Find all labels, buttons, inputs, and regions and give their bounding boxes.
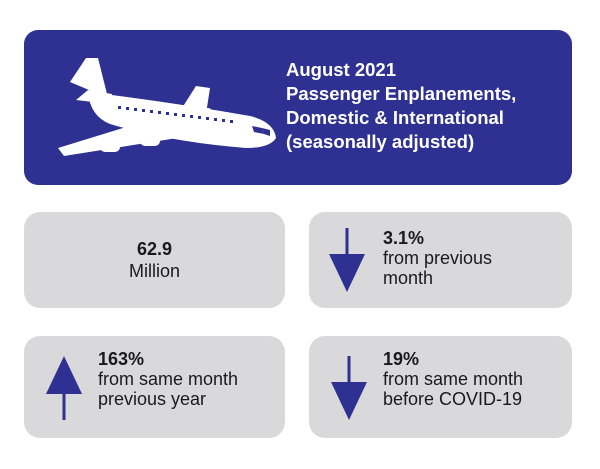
total-unit: Million <box>128 261 180 281</box>
title-line-1: August 2021 <box>286 59 397 80</box>
arrow-down-icon <box>329 228 365 292</box>
header-banner: August 2021 Passenger Enplanements, Dome… <box>24 30 572 185</box>
yearly-value: 163% <box>98 349 145 369</box>
yearly-line-2: previous year <box>98 389 207 409</box>
title-line-2: Passenger Enplanements, <box>286 83 517 104</box>
arrow-up-icon <box>46 356 82 420</box>
monthly-line-2: month <box>383 268 434 288</box>
arrow-down-icon <box>331 356 367 420</box>
title-line-3: Domestic & International <box>286 107 504 128</box>
covid-line-1: from same month <box>383 369 524 389</box>
covid-line-2: before COVID-19 <box>383 389 523 409</box>
monthly-value: 3.1% <box>383 228 425 248</box>
total-enplanements-card: 62.9 Million <box>24 212 285 308</box>
title-line-4: (seasonally adjusted) <box>286 131 475 152</box>
yearly-line-1: from same month <box>98 369 239 389</box>
yearly-change-card: 163% from same month previous year <box>24 336 285 438</box>
covid-value: 19% <box>383 349 420 369</box>
page-title: August 2021 Passenger Enplanements, Dome… <box>286 58 566 154</box>
monthly-line-1: from previous <box>383 248 493 268</box>
monthly-change-card: 3.1% from previous month <box>309 212 572 308</box>
covid-change-card: 19% from same month before COVID-19 <box>309 336 572 438</box>
total-value: 62.9 <box>136 239 173 259</box>
airplane-icon <box>58 58 276 156</box>
